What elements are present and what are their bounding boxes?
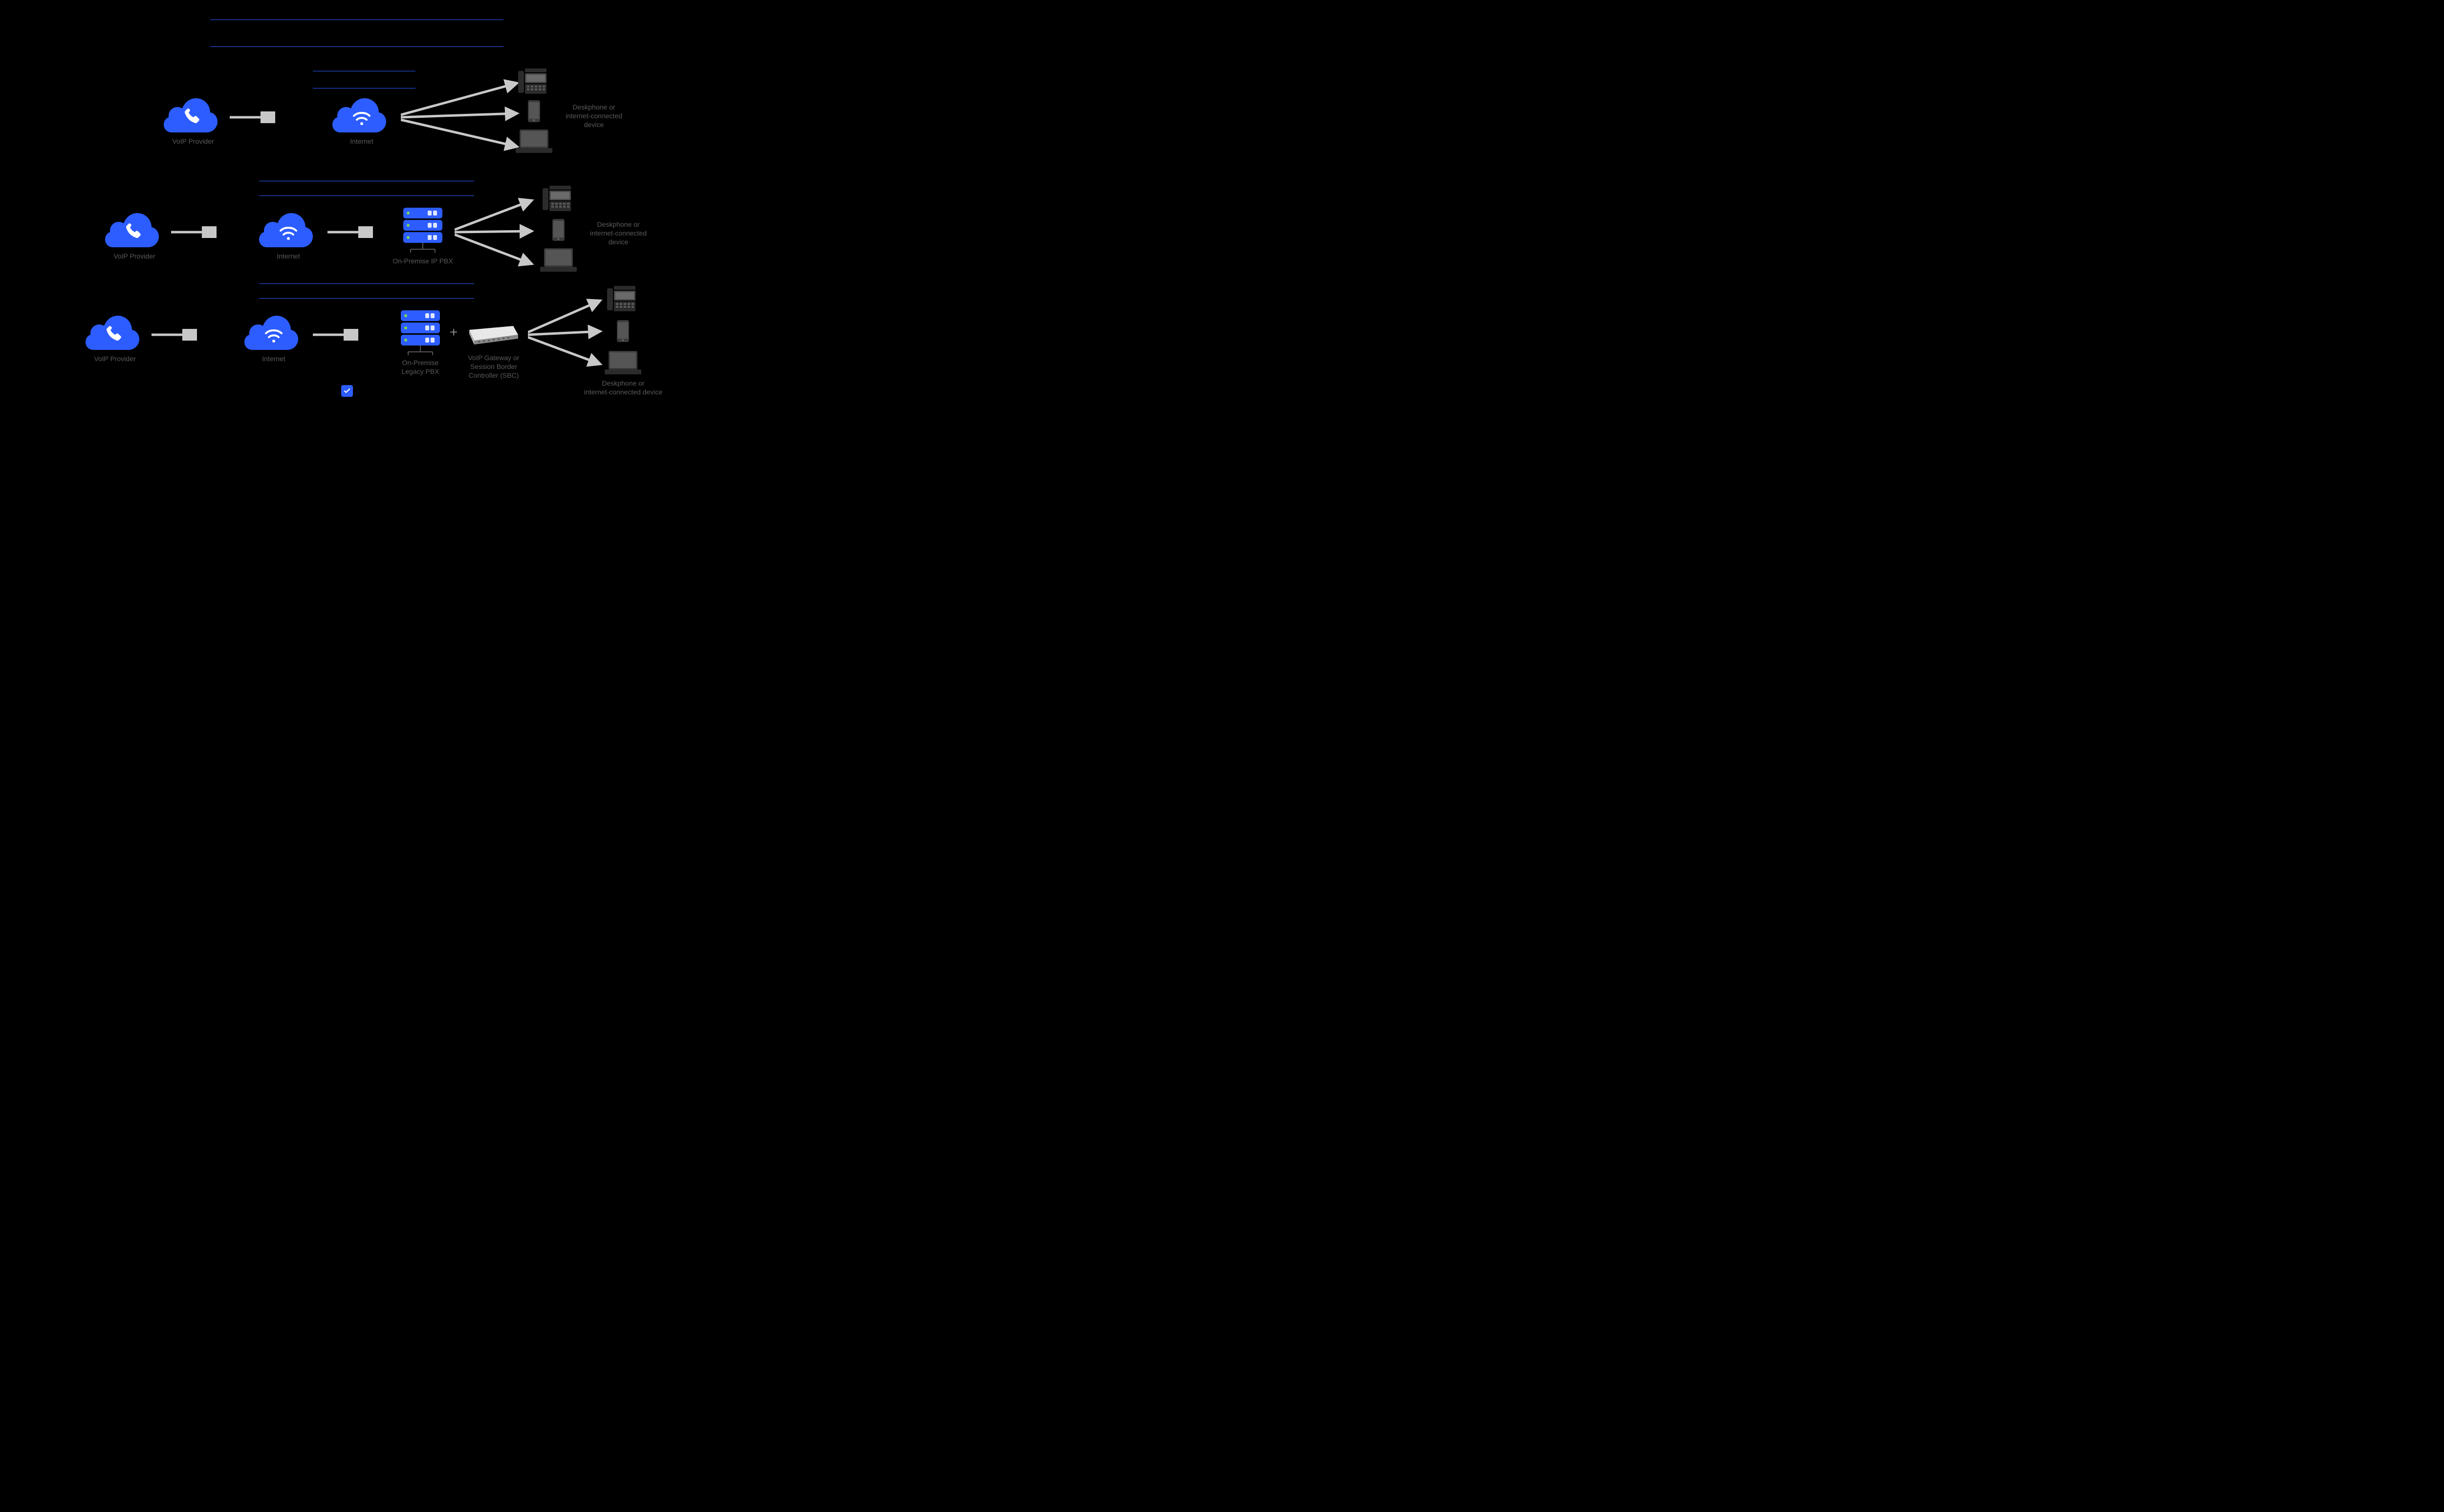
onprem-legacy-pbx-label: On-Premise Legacy PBX (391, 358, 450, 376)
devices-label: Deskphone or internet-connected device (579, 379, 667, 396)
check-badge-icon (341, 385, 353, 397)
arrow-icon (171, 226, 220, 238)
cloud-internet-icon (244, 313, 303, 352)
plus-icon: + (450, 324, 458, 340)
cloud-voip-icon (86, 313, 144, 352)
internet-label: Internet (269, 252, 308, 260)
arrow-fan-icon (528, 293, 611, 379)
server-rack-icon (398, 310, 442, 359)
arrow-icon (152, 329, 200, 341)
gateway-label: VoIP Gateway or Session Border Controlle… (464, 353, 523, 380)
row3-underline (259, 283, 474, 284)
devices-label: Deskphone or internet-connected device (584, 220, 653, 247)
row3-underline (259, 298, 474, 299)
laptop-icon (540, 248, 577, 275)
arrow-fan-icon (455, 193, 543, 279)
onprem-ip-pbx-label: On-Premise IP PBX (391, 257, 455, 265)
internet-label: Internet (254, 354, 293, 363)
server-rack-icon (401, 208, 445, 257)
phone-icon (528, 100, 540, 125)
deskphone-icon (543, 186, 572, 215)
internet-label: Internet (342, 137, 381, 146)
cloud-internet-icon (259, 210, 318, 249)
arrow-icon (230, 111, 279, 123)
row2-underline (259, 195, 474, 196)
cloud-internet-icon (332, 95, 391, 134)
voip-provider-label: VoIP Provider (169, 137, 218, 146)
voip-provider-label: VoIP Provider (90, 354, 139, 363)
arrow-icon (313, 329, 362, 341)
deskphone-icon (607, 286, 636, 315)
deskphone-icon (518, 68, 547, 98)
phone-icon (617, 320, 629, 345)
laptop-icon (516, 130, 552, 156)
voip-provider-label: VoIP Provider (110, 252, 159, 260)
phone-icon (552, 219, 565, 243)
arrow-fan-icon (401, 73, 528, 161)
cloud-voip-icon (105, 210, 164, 249)
arrow-icon (327, 226, 376, 238)
laptop-icon (605, 351, 641, 378)
devices-label: Deskphone or internet-connected device (560, 103, 628, 130)
header-underline (210, 46, 503, 47)
cloud-voip-icon (164, 95, 222, 134)
gateway-icon (467, 320, 521, 349)
